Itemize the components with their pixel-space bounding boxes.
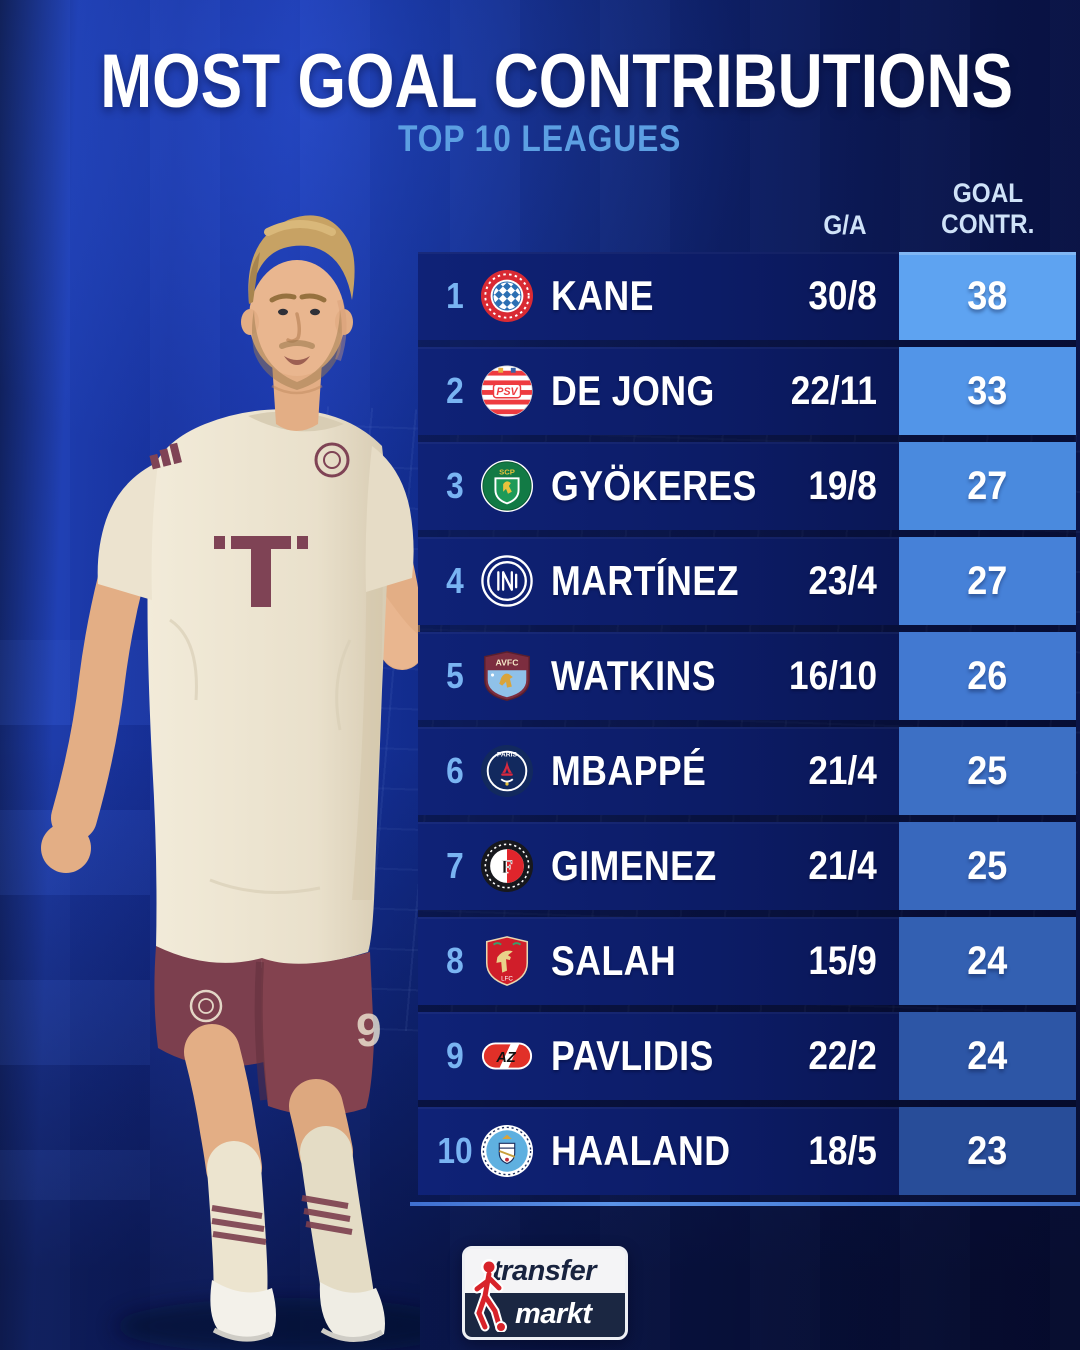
table-row: 9 AZ PAVLIDIS 22/2 24 (418, 1012, 1076, 1100)
bottom-divider-line (410, 1202, 1080, 1206)
player-name: HAALAND (551, 1127, 731, 1174)
rank-label: 7 (446, 845, 464, 886)
table-row: 5 AVFC WATKINS 16/10 26 (418, 632, 1076, 720)
logo-text-bottom: markt (465, 1293, 625, 1337)
player-name: KANE (551, 272, 654, 319)
goal-contributions-cell: 26 (899, 632, 1076, 720)
player-name: MBAPPÉ (551, 747, 707, 794)
az-alkmaar-badge: AZ (480, 1029, 534, 1083)
ga-value: 19/8 (808, 464, 877, 508)
goal-contributions-value: 23 (967, 1128, 1008, 1173)
aston-villa-badge: AVFC (480, 649, 534, 703)
goal-contributions-cell: 27 (899, 442, 1076, 530)
rank-label: 1 (446, 275, 464, 316)
rank-label: 9 (446, 1035, 464, 1076)
sporting-cp-badge: SCP (480, 459, 534, 513)
ga-value: 16/10 (788, 654, 877, 698)
table-row: 7 F GIMENEZ 21/4 25 (418, 822, 1076, 910)
player-name: SALAH (551, 937, 677, 984)
player-name: GYÖKERES (551, 462, 757, 509)
rank-label: 2 (446, 370, 464, 411)
goal-contributions-cell: 33 (899, 347, 1076, 435)
psv-eindhoven-badge: PSV (480, 364, 534, 418)
goal-contributions-cell: 38 (899, 252, 1076, 340)
rank-label: 10 (437, 1130, 473, 1171)
ga-value: 30/8 (808, 274, 877, 318)
svg-text:AZ: AZ (495, 1050, 516, 1066)
svg-text:F: F (501, 857, 513, 878)
goal-contributions-value: 25 (967, 748, 1008, 793)
column-header-ga: G/A (823, 210, 867, 240)
rank-label: 6 (446, 750, 464, 791)
svg-text:SCP: SCP (499, 467, 515, 476)
goal-contributions-cell: 24 (899, 1012, 1076, 1100)
rank-label: 3 (446, 465, 464, 506)
goal-contributions-cell: 27 (899, 537, 1076, 625)
ga-value: 22/11 (790, 369, 877, 413)
svg-text:PSV: PSV (496, 386, 518, 398)
player-name: PAVLIDIS (551, 1032, 714, 1079)
player-name: DE JONG (551, 367, 715, 414)
rank-label: 8 (446, 940, 464, 981)
svg-text:LFC: LFC (501, 975, 513, 982)
column-header-goal-contr: GOAL CONTR. (940, 178, 1035, 239)
table-row: 4 MARTÍNEZ 23/4 27 (418, 537, 1076, 625)
goal-contributions-cell: 25 (899, 822, 1076, 910)
svg-text:PARIS: PARIS (497, 752, 518, 759)
table-row: 8 LFC SALAH 15/9 24 (418, 917, 1076, 1005)
page-subtitle: TOP 10 LEAGUES (398, 118, 682, 159)
psg-badge: PARIS (480, 744, 534, 798)
table-row: 3 SCP GYÖKERES 19/8 27 (418, 442, 1076, 530)
goal-contributions-value: 27 (967, 463, 1008, 508)
table-row: 1 KANE 30/8 38 (418, 252, 1076, 340)
ga-value: 15/9 (808, 939, 877, 983)
leaderboard-table: G/A GOAL CONTR. 1 KANE 30/8 38 2 PSV DE … (418, 178, 1076, 1195)
ga-value: 21/4 (808, 844, 877, 888)
manchester-city-badge (480, 1124, 534, 1178)
goal-contributions-value: 27 (967, 558, 1008, 603)
player-name: GIMENEZ (551, 842, 717, 889)
table-row: 2 PSV DE JONG 22/11 33 (418, 347, 1076, 435)
player-name: WATKINS (551, 652, 716, 699)
goal-contributions-value: 24 (967, 938, 1008, 983)
table-row: 6 PARIS MBAPPÉ 21/4 25 (418, 727, 1076, 815)
goal-contributions-cell: 24 (899, 917, 1076, 1005)
player-photo: 9 (41, 215, 420, 1350)
goal-contributions-value: 33 (967, 368, 1008, 413)
svg-text:9: 9 (356, 1004, 382, 1056)
ga-value: 23/4 (808, 559, 877, 603)
feyenoord-badge: F (480, 839, 534, 893)
page-title: MOST GOAL CONTRIBUTIONS (100, 39, 1014, 124)
transfermarkt-logo: transfer markt (462, 1246, 628, 1340)
goal-contributions-value: 25 (967, 843, 1008, 888)
table-row: 10 HAALAND 18/5 23 (418, 1107, 1076, 1195)
rank-label: 5 (446, 655, 464, 696)
liverpool-badge: LFC (480, 934, 534, 988)
ga-value: 21/4 (808, 749, 877, 793)
goal-contributions-value: 38 (967, 273, 1008, 318)
logo-player-icon (472, 1259, 507, 1332)
inter-milan-badge (480, 554, 534, 608)
player-name: MARTÍNEZ (551, 557, 739, 604)
rank-label: 4 (446, 560, 464, 601)
bayern-munich-badge (480, 269, 534, 323)
goal-contributions-cell: 25 (899, 727, 1076, 815)
ga-value: 18/5 (808, 1129, 877, 1173)
svg-text:AVFC: AVFC (496, 657, 520, 667)
ga-value: 22/2 (808, 1034, 877, 1078)
table-rows: 1 KANE 30/8 38 2 PSV DE JONG 22/11 33 3 … (418, 252, 1076, 1195)
goal-contributions-cell: 23 (899, 1107, 1076, 1195)
goal-contributions-value: 26 (967, 653, 1008, 698)
goal-contributions-value: 24 (967, 1033, 1008, 1078)
